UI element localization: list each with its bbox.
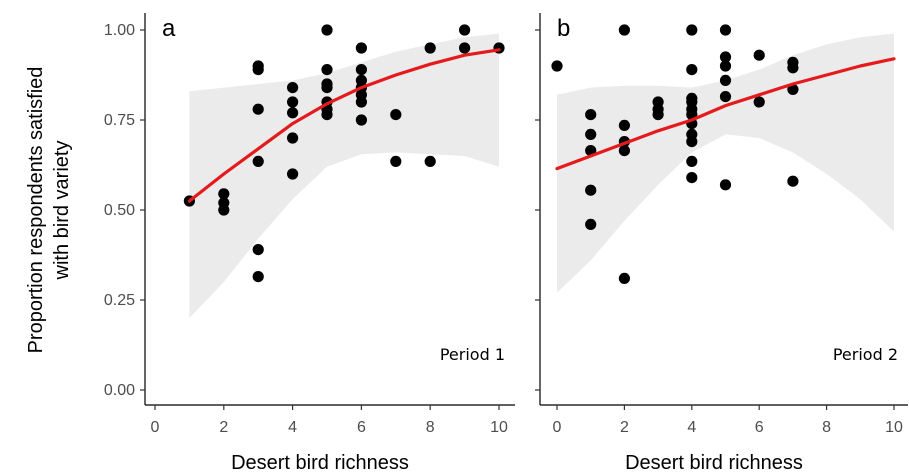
panel-a-data-point	[321, 64, 333, 76]
panel-a-data-point	[424, 155, 436, 167]
panel-b-data-point	[787, 175, 799, 187]
panel-a-data-point	[252, 103, 264, 115]
panel-b-data-point	[719, 179, 732, 191]
panel-b-data-point	[618, 119, 631, 131]
panel-b-data-point	[618, 145, 631, 157]
panel-a-data-point	[287, 107, 299, 119]
panel-b-data-point	[585, 218, 597, 230]
panel-a-data-point	[390, 155, 402, 167]
panel-a-x-tick-label: 6	[357, 419, 366, 436]
panel-a-x-tick-label: 10	[490, 419, 508, 436]
panel-a-letter: a	[162, 15, 176, 42]
panel-a-x-tick-label: 4	[288, 419, 297, 436]
panel-a-data-point	[355, 114, 367, 126]
panel-b-confidence-band	[557, 33, 894, 293]
panel-b-x-tick-label: 10	[885, 419, 903, 436]
panel-b-data-point	[719, 60, 732, 72]
panel-b-period-label: Period 2	[833, 345, 898, 364]
panel-b-data-point	[787, 62, 799, 74]
panel-a-data-point	[355, 96, 367, 108]
panel-b-data-point	[753, 49, 765, 61]
y-tick-label: 0.75	[104, 112, 135, 129]
panel-a-data-point	[390, 109, 402, 121]
panel-b-data-point	[686, 24, 698, 36]
panel-a-data-point	[252, 244, 264, 256]
panel-b-data-point	[686, 64, 698, 76]
panel-a-data-point	[459, 42, 471, 54]
panel-b-data-point	[686, 172, 698, 184]
panel-a-data-point	[252, 155, 264, 167]
panel-a-data-point	[218, 204, 230, 216]
panel-a-x-axis-title: Desert bird richness	[231, 452, 409, 473]
panel-a-data-point	[287, 132, 299, 144]
panel-b-x-tick-label: 0	[553, 419, 562, 436]
panel-b-letter: b	[557, 15, 570, 42]
panel-a-data-point	[321, 109, 333, 121]
panel-a-data-point	[287, 168, 299, 180]
panel-b-data-point	[585, 184, 597, 196]
panel-b-data-point	[686, 136, 698, 148]
panel-b-x-tick-label: 6	[755, 419, 764, 436]
panel-b-data-point	[719, 74, 732, 86]
panel-a-fit-line	[187, 48, 501, 203]
panel-a-x-tick-label: 0	[151, 419, 160, 436]
panel-a-data-point	[287, 82, 299, 94]
panel-a-data-point	[321, 82, 333, 94]
panel-a-data-point	[424, 42, 436, 54]
panel-b-data-point	[551, 60, 563, 72]
panel-b-x-axis-title: Desert bird richness	[625, 452, 803, 473]
panel-b-fit-line	[555, 57, 896, 171]
panel-b-data-point	[787, 83, 799, 95]
panel-b-data-point	[652, 109, 664, 121]
panel-a-data-point	[355, 64, 367, 76]
panel-a-x-tick-label: 2	[219, 419, 228, 436]
panel-b-x-tick-label: 8	[822, 419, 831, 436]
panel-b-data-point	[719, 51, 732, 63]
panel-a-data-point	[252, 64, 264, 76]
y-tick-label: 0.50	[104, 202, 135, 219]
panel-b-data-point	[719, 24, 732, 36]
panel-a-data-point	[355, 42, 367, 54]
panel-a-confidence-band	[189, 33, 499, 318]
panel-a-data-point	[252, 271, 264, 283]
y-tick-label: 0.25	[104, 292, 135, 309]
panel-a-data-point	[218, 188, 230, 200]
y-tick-label: 0.00	[104, 382, 135, 399]
panel-b-data-point	[585, 128, 597, 140]
panel-a-data-point	[459, 24, 471, 36]
panel-b-data-point	[686, 155, 698, 167]
y-axis-title-line-1: Proportion respondents satisfied	[25, 67, 47, 354]
panel-a-data-point	[287, 96, 299, 108]
y-axis-title-line-2: with bird variety	[51, 141, 73, 281]
panel-b-data-point	[719, 91, 732, 103]
panel-a-x-tick-label: 8	[426, 419, 435, 436]
panel-b-data-point	[585, 109, 597, 121]
panel-a-data-point	[321, 24, 333, 36]
y-tick-label: 1.00	[104, 22, 135, 39]
panel-b-data-point	[618, 272, 631, 284]
panel-b-data-point	[753, 96, 765, 108]
panel-b-data-point	[618, 24, 631, 36]
panel-a-period-label: Period 1	[440, 345, 505, 364]
panel-b-x-tick-label: 2	[620, 419, 629, 436]
panel-b-x-tick-label: 4	[687, 419, 696, 436]
